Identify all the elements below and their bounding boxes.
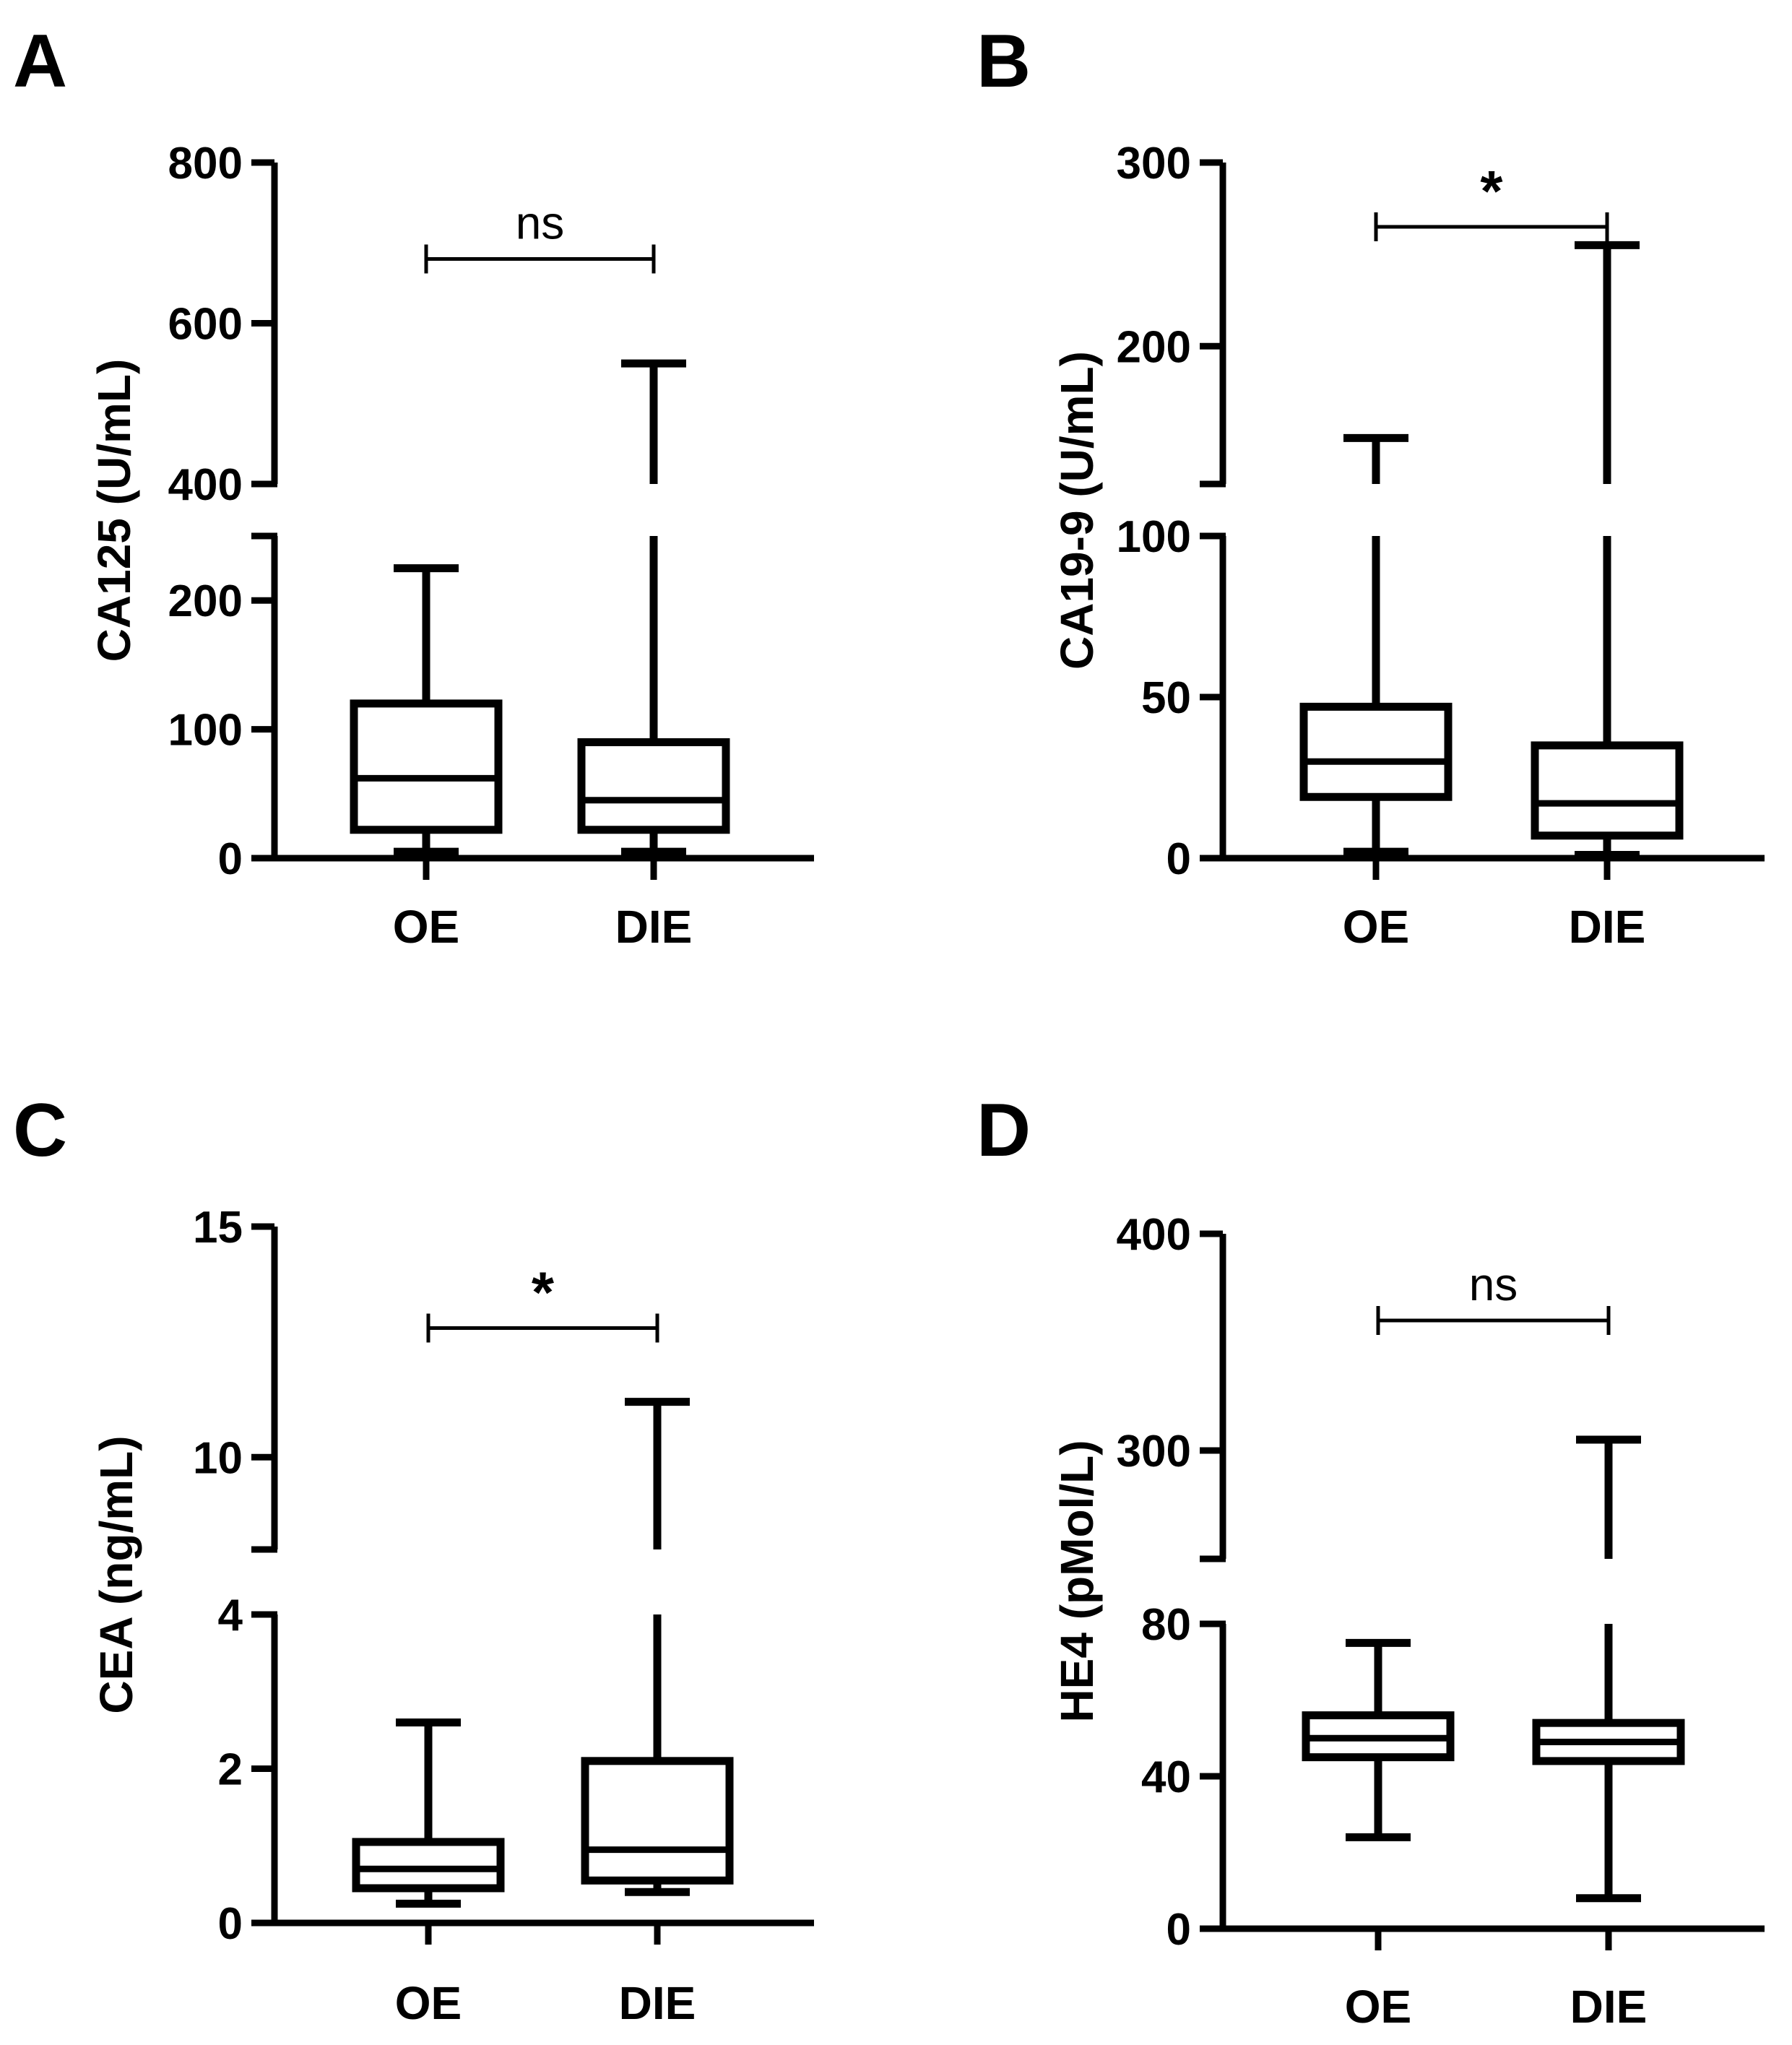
iqr-box: [1299, 702, 1453, 801]
significance-label: *: [532, 1260, 555, 1324]
y-tick-label: 400: [1117, 1210, 1191, 1260]
x-tick-label: OE: [393, 901, 459, 953]
y-tick-label: 40: [1141, 1752, 1191, 1802]
y-tick-label: 600: [168, 300, 243, 350]
box-oe: [1302, 1638, 1455, 1841]
x-tick-label: DIE: [619, 1977, 696, 2029]
box-die: [577, 359, 730, 856]
box-die: [1532, 1435, 1685, 1903]
y-axis-title: CA125 (U/mL): [88, 359, 140, 662]
iqr-box: [581, 1757, 734, 1885]
box-die: [581, 1398, 734, 1896]
x-tick-label: OE: [1345, 1981, 1411, 2033]
iqr-box: [577, 738, 730, 834]
y-tick-label: 200: [1117, 322, 1191, 372]
y-tick-label: 0: [1166, 1905, 1191, 1955]
y-tick-label: 100: [168, 706, 243, 756]
y-tick-label: 400: [168, 460, 243, 510]
y-tick-label: 10: [193, 1433, 243, 1483]
y-tick-label: 200: [168, 576, 243, 626]
iqr-box: [352, 1838, 505, 1893]
panel-label: B: [977, 20, 1031, 103]
y-tick-label: 4: [218, 1591, 243, 1640]
y-axis-title: CEA (ng/mL): [90, 1435, 142, 1713]
y-tick-label: 0: [218, 834, 243, 884]
significance-bracket: ns: [1376, 1258, 1611, 1335]
y-tick-label: 2: [218, 1745, 243, 1795]
y-axis-title: CA19-9 (U/mL): [1051, 351, 1103, 670]
panel-c: C 0 2 4 10 15 OE DIE CEA (ng/mL) *: [13, 1089, 814, 2029]
x-tick-label: DIE: [615, 901, 693, 953]
panel-label: D: [977, 1089, 1031, 1172]
y-axis-title: HE4 (pMol/L): [1051, 1440, 1103, 1722]
significance-label: ns: [516, 197, 565, 249]
significance-bracket: ns: [424, 197, 656, 274]
y-tick-label: 300: [1117, 1427, 1191, 1477]
y-tick-label: 0: [1166, 834, 1191, 884]
y-tick-label: 100: [1117, 512, 1191, 562]
significance-label: ns: [1469, 1258, 1518, 1310]
x-tick-label: DIE: [1569, 901, 1646, 953]
y-tick-label: 80: [1141, 1600, 1191, 1650]
box-die: [1531, 241, 1684, 860]
iqr-box: [1531, 741, 1684, 840]
box-oe: [352, 1718, 505, 1908]
y-tick-label: 800: [168, 139, 243, 189]
panel-label: A: [13, 20, 67, 103]
significance-bracket: *: [426, 1260, 659, 1343]
y-tick-label: 15: [193, 1203, 243, 1253]
box-oe: [350, 564, 503, 856]
y-tick-label: 50: [1141, 673, 1191, 723]
x-tick-label: OE: [1343, 901, 1409, 953]
x-tick-label: OE: [395, 1977, 462, 2029]
panel-a: A 0 100 200 400 600 800 OE DIE CA125 (U/mL) ns: [13, 20, 814, 953]
y-tick-label: 0: [218, 1899, 243, 1949]
x-tick-label: DIE: [1570, 1981, 1648, 2033]
panel-d: D 0 40 80 300 400 OE DIE HE4 (pMol/L) ns: [977, 1089, 1765, 2033]
significance-bracket: *: [1374, 159, 1609, 241]
box-oe: [1299, 433, 1453, 856]
panel-label: C: [13, 1089, 67, 1172]
panel-b: B 0 50 100 200 300 OE DIE CA19-9 (U/mL) *: [977, 20, 1765, 953]
iqr-box: [350, 699, 503, 834]
y-tick-label: 300: [1117, 139, 1191, 189]
significance-label: *: [1480, 159, 1503, 223]
